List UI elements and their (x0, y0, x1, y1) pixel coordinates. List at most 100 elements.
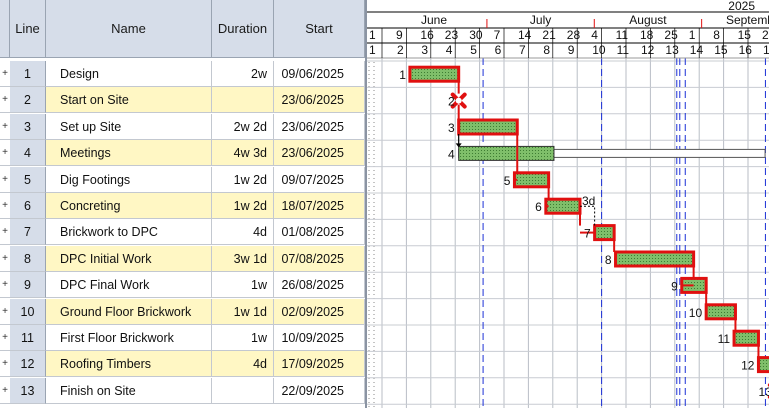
task-start[interactable]: 07/08/2025 (274, 245, 365, 272)
task-name[interactable]: Roofing Timbers (46, 351, 212, 378)
task-name[interactable]: Meetings (46, 140, 212, 167)
bar-label: 9 (671, 279, 678, 293)
task-start[interactable]: 09/07/2025 (274, 166, 365, 193)
expand-toggle[interactable]: + (0, 87, 10, 114)
expand-toggle[interactable]: + (0, 245, 10, 272)
task-bar[interactable] (458, 145, 766, 161)
task-start[interactable]: 23/06/2025 (274, 113, 365, 140)
expand-toggle[interactable]: + (0, 325, 10, 351)
task-name[interactable]: Brickwork to DPC (46, 219, 212, 246)
task-row[interactable]: +3 Set up Site 2w 2d 23/06/2025 (0, 113, 365, 140)
expand-toggle[interactable]: + (0, 113, 10, 140)
task-bar[interactable] (704, 303, 737, 321)
task-duration[interactable]: 2w (212, 61, 274, 87)
task-bar[interactable] (544, 197, 582, 215)
task-bar[interactable] (614, 250, 696, 268)
task-start[interactable]: 23/06/2025 (274, 140, 365, 167)
expand-toggle[interactable]: + (0, 61, 10, 87)
task-name[interactable]: First Floor Brickwork (46, 325, 212, 351)
task-row[interactable]: +8 DPC Initial Work 3w 1d 07/08/2025 (0, 245, 365, 272)
task-duration[interactable]: 1w (212, 325, 274, 351)
bar-label: 11 (718, 332, 731, 346)
task-duration[interactable]: 4w 3d (212, 140, 274, 167)
task-row[interactable]: +13 Finish on Site 22/09/2025 (0, 377, 365, 404)
task-line-number: 3 (10, 113, 46, 140)
week-label: 8 (713, 28, 720, 42)
task-duration[interactable]: 2w 2d (212, 113, 274, 140)
task-bar[interactable] (457, 118, 519, 136)
week-label: 16 (420, 28, 434, 42)
task-bar[interactable] (512, 171, 551, 189)
task-row[interactable]: +2 Start on Site 23/06/2025 (0, 87, 365, 114)
task-row[interactable]: +11 First Floor Brickwork 1w 10/09/2025 (0, 325, 365, 351)
task-row[interactable]: +4 Meetings 4w 3d 23/06/2025 (0, 140, 365, 167)
week-number-label: 10 (592, 43, 606, 57)
task-row[interactable]: +1 Design 2w 09/06/2025 (0, 61, 365, 87)
task-name[interactable]: DPC Final Work (46, 272, 212, 299)
task-name[interactable]: Design (46, 61, 212, 87)
column-header-line[interactable]: Line (10, 0, 46, 58)
milestone-marker[interactable] (450, 92, 467, 109)
task-start[interactable]: 02/09/2025 (274, 298, 365, 325)
expand-toggle[interactable]: + (0, 298, 10, 325)
gantt-canvas: 2025JuneJulyAugustSeptember1916233071421… (367, 0, 769, 408)
task-row[interactable]: +10 Ground Floor Brickwork 1w 1d 02/09/2025 (0, 298, 365, 325)
task-duration[interactable]: 1w (212, 272, 274, 299)
bar-label: 13 (759, 385, 769, 399)
task-duration[interactable]: 1w 1d (212, 298, 274, 325)
task-name[interactable]: DPC Initial Work (46, 245, 212, 272)
week-label: 28 (567, 28, 581, 42)
task-line-number: 4 (10, 140, 46, 167)
task-name[interactable]: Dig Footings (46, 166, 212, 193)
task-row[interactable]: +9 DPC Final Work 1w 26/08/2025 (0, 272, 365, 299)
week-number-label: 4 (446, 43, 453, 57)
expand-toggle[interactable]: + (0, 140, 10, 167)
expand-toggle[interactable]: + (0, 351, 10, 378)
task-start[interactable]: 26/08/2025 (274, 272, 365, 299)
column-header-start[interactable]: Start (274, 0, 365, 58)
task-bar[interactable] (756, 356, 769, 374)
expand-toggle[interactable]: + (0, 193, 10, 219)
task-row[interactable]: +6 Concreting 1w 2d 18/07/2025 (0, 193, 365, 219)
week-number-label: 16 (739, 43, 753, 57)
expand-toggle[interactable]: + (0, 166, 10, 193)
task-start[interactable]: 17/09/2025 (274, 351, 365, 378)
task-start[interactable]: 23/06/2025 (274, 87, 365, 114)
task-duration[interactable] (212, 87, 274, 114)
task-duration[interactable] (212, 377, 274, 404)
task-bar[interactable] (732, 329, 760, 347)
task-duration[interactable]: 3w 1d (212, 245, 274, 272)
bar-label: 2 (448, 95, 455, 109)
week-number-label: 8 (543, 43, 550, 57)
task-duration[interactable]: 1w 2d (212, 193, 274, 219)
task-duration[interactable]: 4d (212, 351, 274, 378)
expand-toggle[interactable]: + (0, 219, 10, 246)
task-duration[interactable]: 1w 2d (212, 166, 274, 193)
task-line-number: 1 (10, 61, 46, 87)
expand-toggle[interactable]: + (0, 377, 10, 404)
task-start[interactable]: 18/07/2025 (274, 193, 365, 219)
task-start[interactable]: 09/06/2025 (274, 61, 365, 87)
task-name[interactable]: Ground Floor Brickwork (46, 298, 212, 325)
week-label: 4 (591, 28, 598, 42)
task-name[interactable]: Set up Site (46, 113, 212, 140)
task-start[interactable]: 10/09/2025 (274, 325, 365, 351)
bar-label: 8 (605, 253, 612, 267)
task-start[interactable]: 22/09/2025 (274, 377, 365, 404)
week-number-label: 12 (641, 43, 655, 57)
task-duration[interactable]: 4d (212, 219, 274, 246)
expand-toggle[interactable]: + (0, 272, 10, 299)
task-name[interactable]: Finish on Site (46, 377, 212, 404)
week-number-label: 11 (617, 43, 630, 57)
column-header-duration[interactable]: Duration (212, 0, 274, 58)
task-row[interactable]: +7 Brickwork to DPC 4d 01/08/2025 (0, 219, 365, 246)
task-bar[interactable] (593, 224, 616, 242)
column-header-name[interactable]: Name (46, 0, 212, 58)
task-row[interactable]: +12 Roofing Timbers 4d 17/09/2025 (0, 351, 365, 378)
task-name[interactable]: Concreting (46, 193, 212, 219)
task-row[interactable]: +5 Dig Footings 1w 2d 09/07/2025 (0, 166, 365, 193)
task-start[interactable]: 01/08/2025 (274, 219, 365, 246)
task-name[interactable]: Start on Site (46, 87, 212, 114)
task-bar[interactable] (408, 65, 461, 83)
